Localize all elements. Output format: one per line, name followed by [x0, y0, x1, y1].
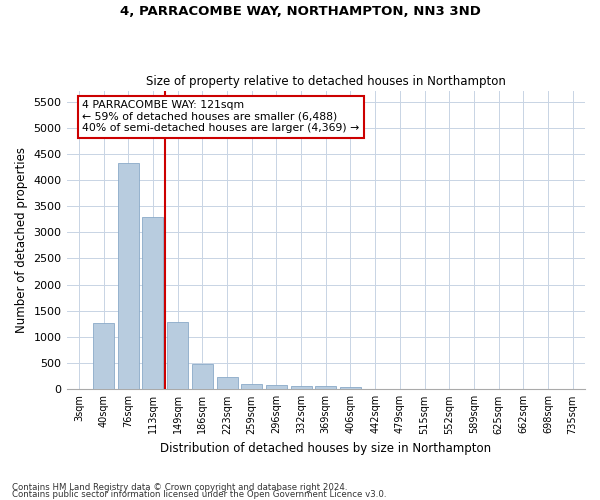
Bar	[118, 162, 139, 390]
Bar	[192, 364, 213, 390]
Bar	[241, 384, 262, 390]
Text: Contains HM Land Registry data © Crown copyright and database right 2024.: Contains HM Land Registry data © Crown c…	[12, 484, 347, 492]
Bar	[340, 387, 361, 390]
Bar	[167, 322, 188, 390]
Bar	[315, 386, 336, 390]
Bar	[290, 386, 311, 390]
Text: 4 PARRACOMBE WAY: 121sqm
← 59% of detached houses are smaller (6,488)
40% of sem: 4 PARRACOMBE WAY: 121sqm ← 59% of detach…	[82, 100, 359, 133]
Title: Size of property relative to detached houses in Northampton: Size of property relative to detached ho…	[146, 76, 506, 88]
Text: Contains public sector information licensed under the Open Government Licence v3: Contains public sector information licen…	[12, 490, 386, 499]
Bar	[142, 217, 163, 390]
X-axis label: Distribution of detached houses by size in Northampton: Distribution of detached houses by size …	[160, 442, 491, 455]
Text: 4, PARRACOMBE WAY, NORTHAMPTON, NN3 3ND: 4, PARRACOMBE WAY, NORTHAMPTON, NN3 3ND	[119, 5, 481, 18]
Bar	[217, 378, 238, 390]
Bar	[93, 323, 114, 390]
Y-axis label: Number of detached properties: Number of detached properties	[15, 147, 28, 333]
Bar	[266, 385, 287, 390]
